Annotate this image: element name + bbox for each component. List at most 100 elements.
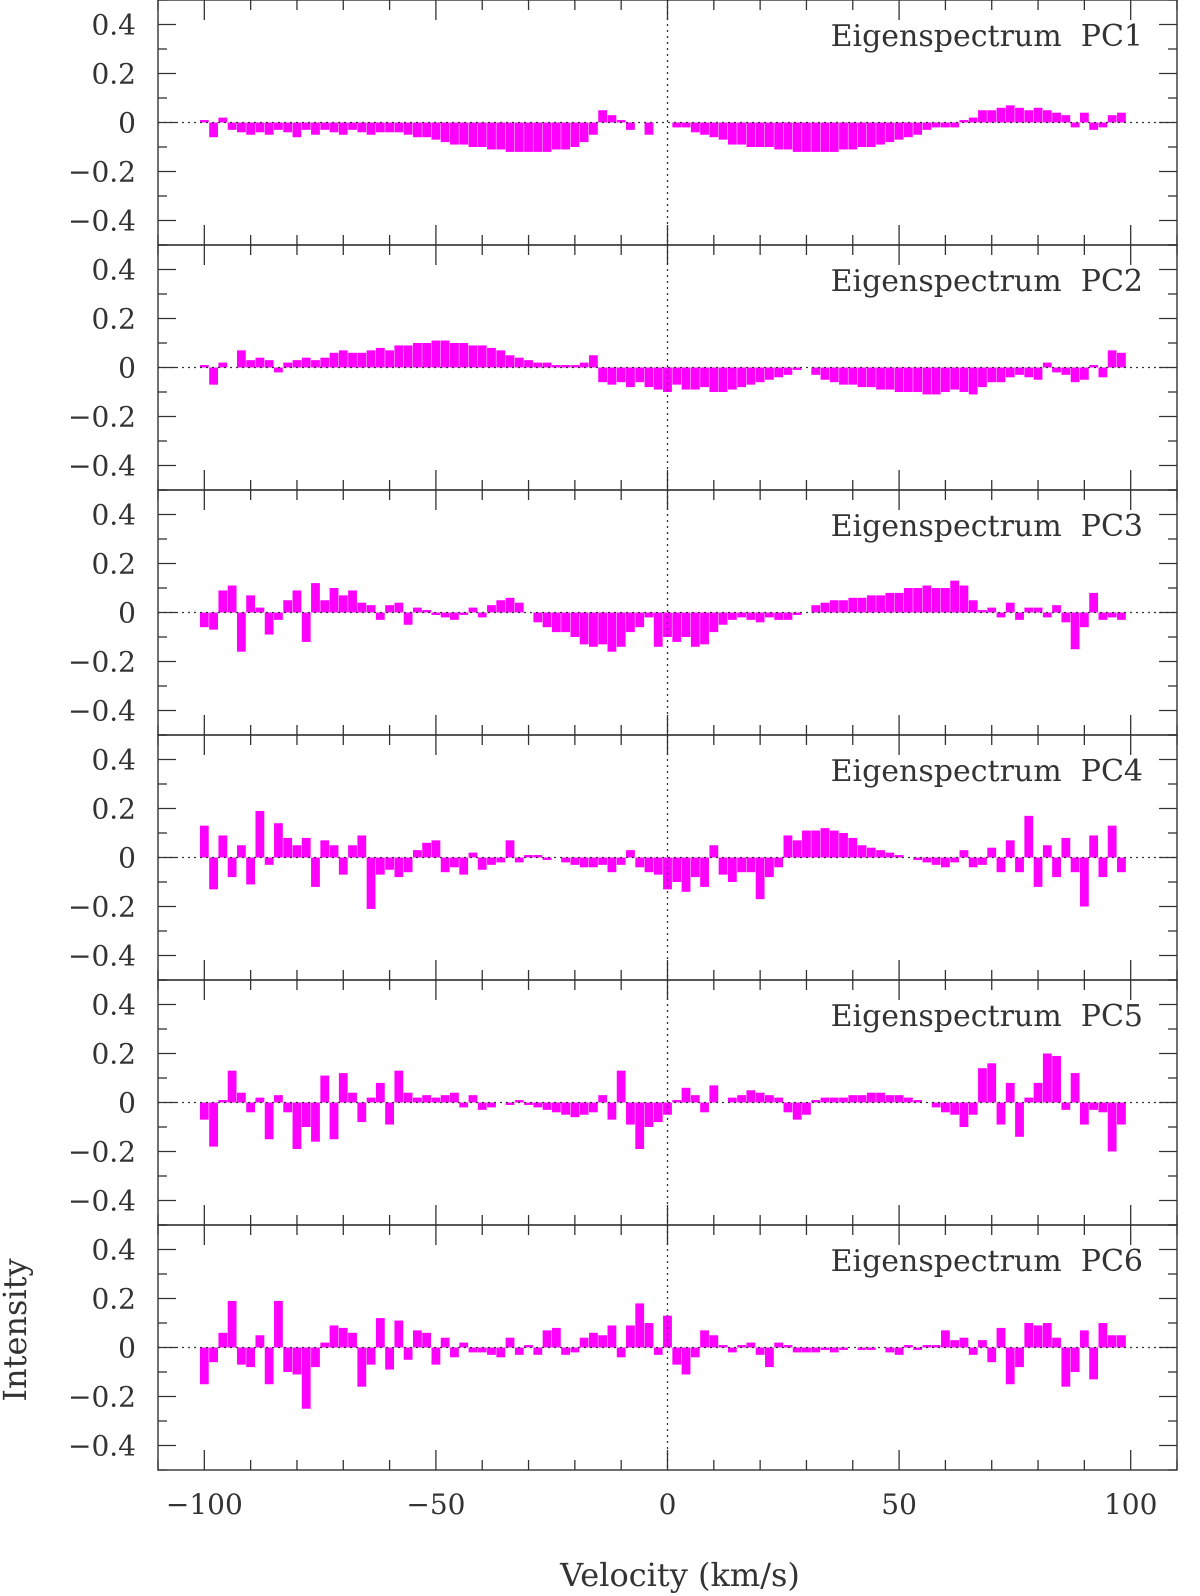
bar bbox=[450, 1092, 459, 1103]
bar bbox=[681, 857, 691, 892]
bar bbox=[561, 1347, 570, 1355]
bar bbox=[1089, 122, 1099, 130]
bar bbox=[320, 1075, 330, 1103]
bar bbox=[644, 1323, 654, 1348]
bar bbox=[440, 340, 450, 368]
bar bbox=[329, 1102, 339, 1140]
bar bbox=[718, 1345, 728, 1348]
bar bbox=[338, 122, 348, 135]
bar bbox=[978, 110, 987, 123]
bar bbox=[1079, 1102, 1089, 1125]
bar bbox=[283, 1102, 293, 1113]
bar bbox=[292, 1347, 302, 1375]
bar bbox=[283, 362, 293, 368]
bar bbox=[755, 612, 765, 623]
bar bbox=[820, 602, 830, 613]
bar bbox=[292, 590, 302, 613]
bar bbox=[653, 1347, 663, 1355]
bar bbox=[765, 367, 774, 380]
bar bbox=[431, 340, 441, 368]
bar bbox=[301, 1347, 311, 1409]
bar bbox=[570, 365, 580, 368]
bar bbox=[1107, 115, 1117, 123]
bar bbox=[839, 367, 848, 385]
bar bbox=[588, 355, 598, 368]
bar bbox=[894, 1095, 904, 1103]
bar bbox=[468, 1347, 478, 1353]
bar bbox=[996, 857, 1006, 873]
bar bbox=[450, 612, 459, 620]
bar bbox=[357, 835, 367, 858]
bar bbox=[514, 602, 524, 613]
bar bbox=[375, 1082, 385, 1103]
bar bbox=[431, 1097, 441, 1103]
bar bbox=[839, 1097, 848, 1103]
bar bbox=[626, 850, 635, 858]
y-tick-label: 0 bbox=[118, 842, 136, 875]
bar bbox=[533, 122, 543, 152]
bar bbox=[700, 1330, 709, 1348]
panel-pc3: 0.4 0.2 0 −0.2 −0.4 Eigenspectrum PC3 bbox=[68, 489, 1178, 736]
bar bbox=[338, 1073, 348, 1103]
bar bbox=[1052, 857, 1061, 878]
bar bbox=[320, 840, 330, 858]
bar bbox=[570, 122, 580, 147]
bar bbox=[690, 857, 700, 878]
bar bbox=[1005, 602, 1015, 613]
bar bbox=[792, 1347, 802, 1353]
bar bbox=[941, 1102, 950, 1113]
bar bbox=[802, 1102, 811, 1115]
bar bbox=[607, 367, 617, 385]
bar bbox=[709, 367, 719, 392]
bar bbox=[274, 823, 283, 858]
bar bbox=[422, 842, 432, 858]
x-tick-label: 0 bbox=[659, 1488, 677, 1521]
bar bbox=[848, 1095, 858, 1103]
bar bbox=[681, 612, 691, 637]
bar bbox=[468, 852, 478, 858]
bar bbox=[727, 1097, 737, 1103]
bar bbox=[209, 1102, 218, 1147]
bar bbox=[718, 857, 728, 875]
bar bbox=[551, 122, 561, 150]
bar bbox=[857, 1095, 867, 1103]
x-tick-label: −100 bbox=[166, 1488, 243, 1521]
bar bbox=[274, 122, 283, 130]
bar bbox=[894, 1347, 904, 1355]
bar bbox=[913, 1100, 923, 1103]
bar bbox=[1061, 837, 1071, 858]
bar bbox=[811, 367, 821, 375]
bar bbox=[1033, 1325, 1043, 1348]
bar bbox=[681, 1347, 691, 1375]
bar bbox=[672, 367, 682, 385]
bar bbox=[876, 122, 885, 145]
bar bbox=[218, 1100, 228, 1103]
bar bbox=[1015, 1347, 1024, 1368]
bar bbox=[209, 612, 218, 630]
bar bbox=[607, 1102, 617, 1120]
bar bbox=[876, 850, 885, 858]
bar bbox=[746, 857, 756, 873]
bar bbox=[394, 1320, 404, 1348]
bar bbox=[329, 845, 339, 858]
bar bbox=[968, 857, 978, 868]
bar bbox=[588, 122, 598, 135]
bar bbox=[218, 835, 228, 858]
bar bbox=[987, 1347, 997, 1363]
bar bbox=[1079, 857, 1089, 907]
bar bbox=[450, 1347, 459, 1358]
bar bbox=[848, 367, 858, 385]
bar bbox=[829, 830, 839, 858]
bar bbox=[264, 122, 274, 135]
bar bbox=[403, 345, 413, 368]
bar bbox=[876, 367, 885, 390]
bar bbox=[765, 1095, 774, 1103]
bar bbox=[1024, 1097, 1034, 1103]
bar bbox=[737, 122, 747, 145]
bar bbox=[950, 580, 960, 613]
bar bbox=[459, 612, 469, 615]
bar bbox=[375, 612, 385, 620]
bar bbox=[1107, 1102, 1117, 1152]
panel-title: Eigenspectrum PC5 bbox=[831, 999, 1143, 1034]
